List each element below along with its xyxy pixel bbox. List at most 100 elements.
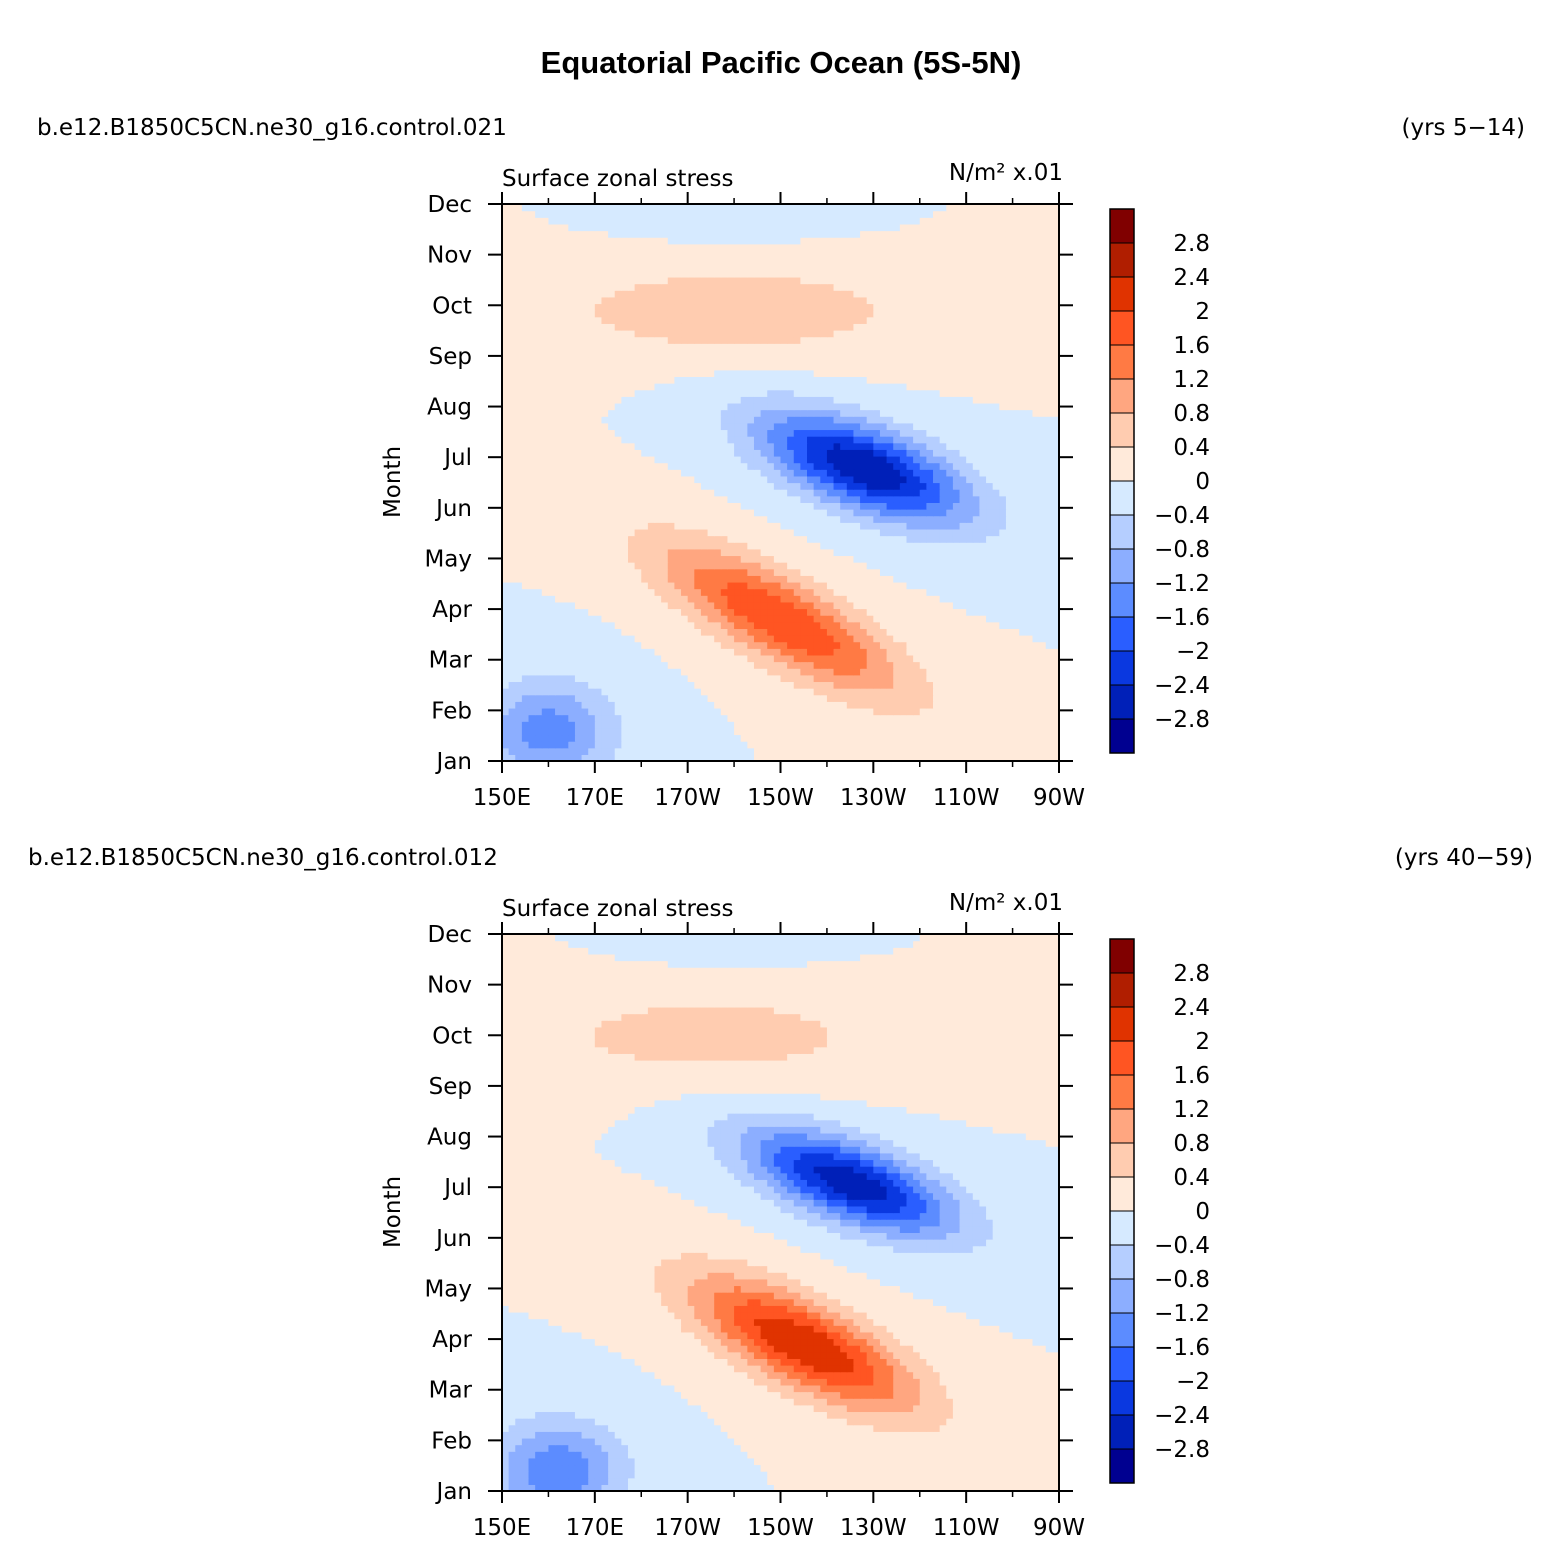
contour-cell (952, 495, 961, 503)
contour-cell (966, 535, 974, 543)
contour-cell (866, 688, 874, 696)
contour-cell (700, 721, 709, 729)
contour-cell (694, 654, 702, 663)
contour-cell (541, 714, 550, 722)
contour-cell (866, 436, 874, 444)
contour-cell (681, 409, 689, 417)
contour-cell (840, 747, 848, 755)
contour-cell (879, 747, 888, 755)
contour-cell (753, 568, 762, 576)
contour-cell (913, 721, 921, 729)
contour-cell (700, 741, 709, 749)
contour-cell (926, 568, 934, 576)
contour-cell (906, 542, 914, 550)
contour-cell (899, 376, 908, 384)
contour-cell (919, 674, 927, 683)
contour-cell (886, 701, 894, 709)
contour-cell (608, 449, 616, 457)
contour-cell (727, 635, 735, 643)
contour-cell (992, 469, 1000, 477)
contour-cell (727, 588, 735, 596)
contour-cell (1005, 422, 1014, 431)
contour-cell (674, 502, 682, 510)
contour-cell (893, 648, 901, 656)
contour-cell (866, 734, 874, 742)
contour-cell (879, 489, 888, 497)
contour-cell (674, 509, 682, 517)
contour-cell (926, 581, 934, 590)
contour-cell (800, 482, 808, 490)
contour-cell (933, 475, 941, 484)
contour-cell (700, 688, 709, 696)
contour-cell (661, 396, 669, 404)
contour-cell (807, 562, 815, 570)
contour-cell (601, 668, 609, 676)
contour-cell (667, 581, 675, 590)
contour-cell (647, 436, 656, 444)
contour-cell (714, 402, 722, 411)
contour-cell (621, 515, 629, 523)
contour-cell (933, 383, 941, 391)
contour-cell (594, 661, 603, 669)
contour-cell (601, 383, 609, 391)
contour-cell (959, 509, 967, 517)
contour-cell (946, 734, 954, 742)
contour-cell (661, 701, 669, 709)
contour-cell (747, 548, 755, 557)
contour-cell (926, 661, 934, 669)
contour-cell (535, 482, 543, 490)
contour-cell (807, 555, 815, 563)
contour-cell (1052, 754, 1060, 762)
contour-cell (641, 674, 649, 683)
contour-cell (753, 402, 762, 411)
contour-cell (826, 542, 835, 550)
contour-cell (946, 469, 954, 477)
contour-cell (1019, 621, 1027, 629)
contour-cell (681, 641, 689, 649)
contour-cell (959, 601, 967, 610)
contour-cell (541, 707, 550, 716)
contour-cell (707, 376, 715, 384)
contour-cell (926, 595, 934, 603)
contour-cell (568, 436, 576, 444)
contour-cell (541, 502, 550, 510)
contour-cell (667, 509, 675, 517)
contour-cell (946, 495, 954, 503)
contour-cell (1012, 369, 1020, 377)
contour-cell (727, 668, 735, 676)
contour-cell (1012, 588, 1020, 596)
contour-cell (966, 734, 974, 742)
contour-cell (846, 389, 855, 397)
contour-cell (627, 402, 636, 411)
contour-cell (747, 741, 755, 749)
contour-cell (561, 376, 569, 384)
contour-cell (700, 661, 709, 669)
contour-cell (568, 747, 576, 755)
contour-cell (840, 674, 848, 683)
contour-cell (873, 568, 881, 576)
contour-cell (820, 449, 828, 457)
contour-cell (734, 701, 742, 709)
contour-cell (674, 449, 682, 457)
contour-cell (588, 608, 596, 616)
contour-cell (1039, 482, 1047, 490)
contour-cell (561, 396, 569, 404)
contour-cell (608, 661, 616, 669)
contour-cell (1012, 754, 1020, 762)
contour-cell (667, 442, 675, 450)
contour-cell (1045, 502, 1053, 510)
contour-cell (502, 707, 510, 716)
contour-cell (627, 555, 636, 563)
contour-cell (535, 621, 543, 629)
contour-cell (767, 522, 775, 530)
contour-cell (521, 608, 530, 616)
contour-cell (780, 727, 788, 736)
contour-cell (528, 674, 536, 683)
contour-cell (528, 701, 536, 709)
contour-cell (694, 542, 702, 550)
contour-cell (1045, 429, 1053, 437)
contour-cell (521, 475, 530, 484)
contour-cell (873, 436, 881, 444)
contour-cell (641, 462, 649, 470)
contour-cell (614, 648, 622, 656)
